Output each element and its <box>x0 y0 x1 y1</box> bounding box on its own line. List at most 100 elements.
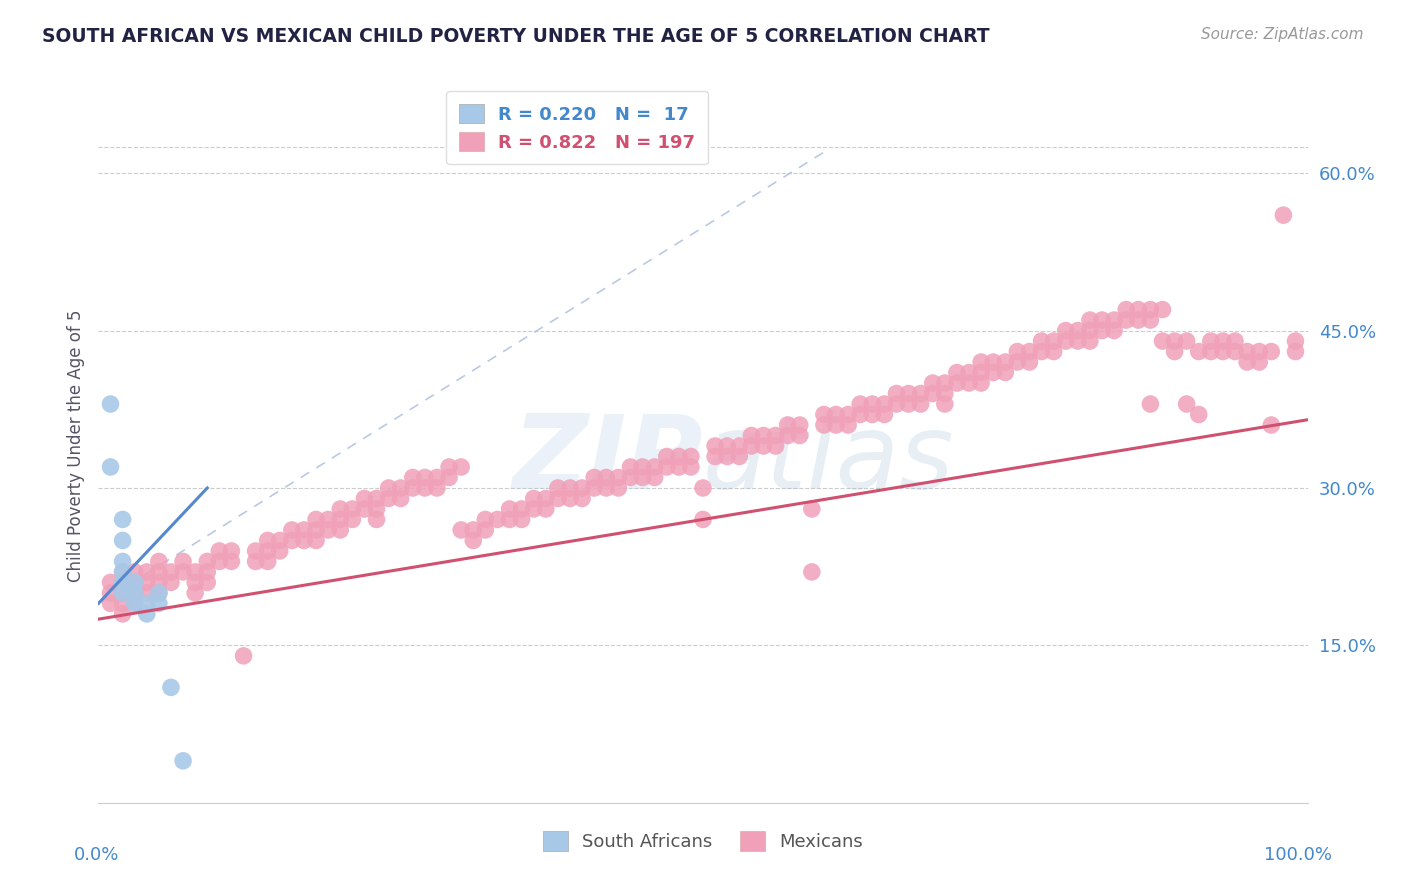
Point <box>474 512 496 526</box>
Point <box>269 544 291 558</box>
Point <box>765 439 787 453</box>
Point <box>679 460 702 475</box>
Point <box>910 386 932 401</box>
Point <box>849 397 872 411</box>
Point <box>1007 344 1029 359</box>
Point <box>644 460 666 475</box>
Point <box>886 397 908 411</box>
Point <box>1091 324 1114 338</box>
Point <box>232 648 254 663</box>
Point <box>970 376 993 390</box>
Point <box>957 366 980 380</box>
Point <box>111 586 134 600</box>
Point <box>1031 344 1053 359</box>
Point <box>135 565 157 579</box>
Point <box>366 502 388 516</box>
Point <box>124 565 146 579</box>
Point <box>148 596 170 610</box>
Point <box>1175 334 1198 348</box>
Point <box>1128 302 1150 317</box>
Point <box>402 470 425 484</box>
Point <box>221 544 243 558</box>
Point <box>655 450 678 464</box>
Point <box>148 575 170 590</box>
Point <box>655 460 678 475</box>
Point <box>1115 302 1137 317</box>
Point <box>1007 355 1029 369</box>
Point <box>571 491 593 506</box>
Point <box>135 596 157 610</box>
Point <box>583 481 606 495</box>
Point <box>111 565 134 579</box>
Point <box>873 408 896 422</box>
Point <box>1212 344 1234 359</box>
Point <box>256 554 278 568</box>
Point <box>342 512 364 526</box>
Point <box>135 586 157 600</box>
Point <box>389 491 412 506</box>
Point <box>547 491 569 506</box>
Point <box>172 565 194 579</box>
Point <box>1188 344 1211 359</box>
Point <box>970 366 993 380</box>
Text: Source: ZipAtlas.com: Source: ZipAtlas.com <box>1201 27 1364 42</box>
Point <box>184 575 207 590</box>
Point <box>172 754 194 768</box>
Point <box>583 470 606 484</box>
Point <box>1188 408 1211 422</box>
Point <box>1284 334 1306 348</box>
Point <box>776 428 799 442</box>
Point <box>184 565 207 579</box>
Point <box>195 565 218 579</box>
Point <box>1018 355 1040 369</box>
Point <box>1018 344 1040 359</box>
Point <box>1091 313 1114 327</box>
Point <box>148 554 170 568</box>
Point <box>1236 355 1258 369</box>
Point <box>208 544 231 558</box>
Point <box>100 575 122 590</box>
Point <box>825 417 848 432</box>
Point <box>934 397 956 411</box>
Text: atlas: atlas <box>703 410 955 510</box>
Point <box>195 554 218 568</box>
Point <box>813 408 835 422</box>
Point <box>111 607 134 621</box>
Point <box>111 586 134 600</box>
Point <box>450 523 472 537</box>
Point <box>631 460 654 475</box>
Point <box>221 554 243 568</box>
Point <box>765 428 787 442</box>
Point <box>1128 313 1150 327</box>
Point <box>172 554 194 568</box>
Point <box>100 586 122 600</box>
Point <box>245 554 267 568</box>
Point <box>305 523 328 537</box>
Point <box>752 428 775 442</box>
Point <box>1249 355 1271 369</box>
Point <box>1102 324 1125 338</box>
Point <box>619 460 641 475</box>
Point <box>523 491 546 506</box>
Point <box>1067 334 1090 348</box>
Point <box>1223 344 1246 359</box>
Point <box>124 596 146 610</box>
Point <box>245 544 267 558</box>
Point <box>1102 313 1125 327</box>
Point <box>111 575 134 590</box>
Point <box>946 366 969 380</box>
Point <box>860 408 883 422</box>
Point <box>534 491 557 506</box>
Text: 0.0%: 0.0% <box>75 846 120 863</box>
Point <box>316 512 339 526</box>
Point <box>825 408 848 422</box>
Point <box>498 512 520 526</box>
Point <box>571 481 593 495</box>
Point <box>437 470 460 484</box>
Point <box>1152 302 1174 317</box>
Point <box>981 366 1004 380</box>
Point <box>160 681 183 695</box>
Point <box>934 376 956 390</box>
Point <box>148 586 170 600</box>
Point <box>547 481 569 495</box>
